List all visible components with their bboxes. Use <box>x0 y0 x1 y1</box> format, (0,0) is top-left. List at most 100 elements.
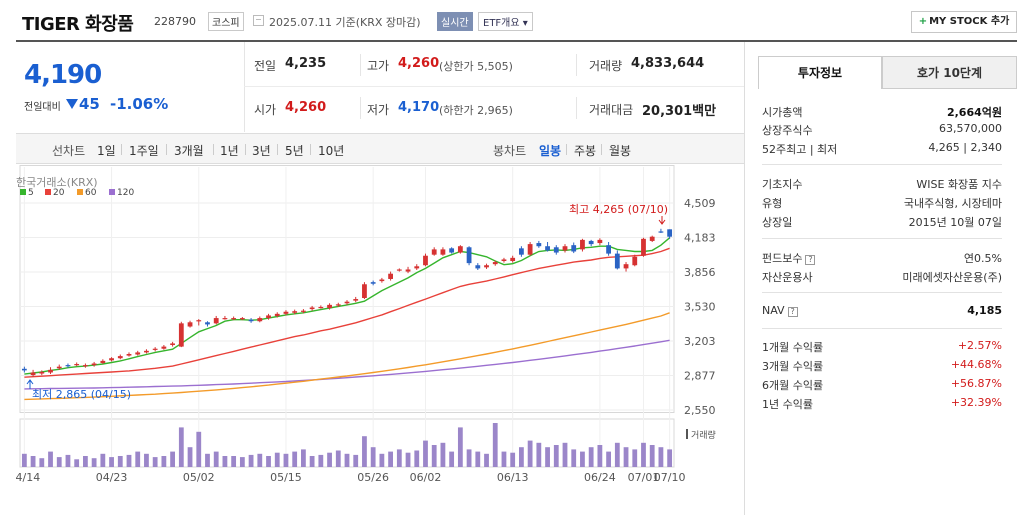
candle-body <box>466 247 472 264</box>
candle-body <box>423 255 428 266</box>
info-row-market-cap: 시가총액 2,664억원 <box>762 104 1002 120</box>
period-3m[interactable]: 3개월 <box>174 144 204 158</box>
amount-value: 20,301백만 <box>642 104 717 119</box>
divider <box>360 97 361 119</box>
upper-limit: (상한가 5,505) <box>439 60 513 73</box>
candle-body <box>74 364 80 366</box>
info-row-index: 기초지수 WISE 화장품 지수 <box>762 176 1002 192</box>
ma-line-ma120 <box>24 339 670 390</box>
volume-bar <box>466 449 472 467</box>
etf-name: TIGER 화장품 <box>22 14 134 35</box>
volume-bar <box>283 453 289 467</box>
candle-body <box>545 246 550 251</box>
period-1w[interactable]: 1주일 <box>129 144 159 158</box>
market-cap-value: 2,664억원 <box>946 106 1002 119</box>
volume-bar <box>257 453 263 467</box>
etf-overview-dropdown[interactable]: ETF개요 ▾ <box>478 12 533 31</box>
candle-body <box>431 249 437 255</box>
y-tick-label: 3,203 <box>684 335 716 348</box>
volume-bar <box>39 458 45 467</box>
volume-bar <box>588 447 594 467</box>
x-tick-label: 04/23 <box>96 471 128 484</box>
volume-bar <box>187 447 193 467</box>
x-tick-label: 06/13 <box>497 471 529 484</box>
candle-daily[interactable]: 일봉 <box>539 144 562 158</box>
volume-bar <box>449 451 455 467</box>
volume-bar <box>571 449 577 467</box>
low-label: 저가 <box>367 103 390 117</box>
manager-label: 자산운용사 <box>762 271 813 284</box>
info-row-nav: NAV? 4,185 <box>762 304 1002 320</box>
volume-label: 거래량 <box>691 429 716 441</box>
candle-body <box>353 299 359 301</box>
candle-body <box>614 253 620 269</box>
candle-body <box>519 248 524 255</box>
low-annotation: 최저 2,865 (04/15) <box>32 388 131 401</box>
help-icon[interactable]: ? <box>805 255 816 265</box>
period-1y[interactable]: 1년 <box>220 144 239 158</box>
candle-body <box>248 319 254 322</box>
x-tick-label: 05/15 <box>270 471 302 484</box>
candle-body <box>170 343 175 346</box>
info-row-return-1m: 1개월 수익률 +2.57% <box>762 339 1002 355</box>
price-chart[interactable]: 4,509 4,183 3,856 3,530 3,203 2,877 2,550 04/14… <box>16 165 744 515</box>
candle-body <box>492 262 498 265</box>
volume-bar <box>580 451 585 467</box>
volume-bar <box>370 447 376 467</box>
market-badge: 코스피 <box>208 12 244 31</box>
period-10y[interactable]: 10년 <box>318 144 345 158</box>
candle-body <box>231 318 237 320</box>
volume-bar <box>667 449 673 467</box>
candle-body <box>370 282 376 284</box>
manager-value: 미래에셋자산운용(주) <box>902 271 1002 284</box>
high-label: 고가 <box>367 59 390 73</box>
price-summary: 4,190 전일대비 45 -1.06% <box>16 42 244 132</box>
tab-invest-info[interactable]: 투자정보 <box>758 56 882 89</box>
candle-body <box>362 284 367 298</box>
info-row-return-3m: 3개월 수익률 +44.68% <box>762 358 1002 374</box>
candle-body <box>117 356 123 359</box>
volume-bar <box>144 453 149 467</box>
market-cap-label: 시가총액 <box>762 106 803 119</box>
volume-bar <box>213 451 219 467</box>
period-5y[interactable]: 5년 <box>285 144 304 158</box>
candle-body <box>484 265 489 268</box>
candle-body <box>580 239 585 250</box>
index-value: WISE 화장품 지수 <box>916 178 1002 191</box>
nav-value: 4,185 <box>967 304 1002 317</box>
candle-monthly[interactable]: 월봉 <box>609 144 632 158</box>
week52-label: 52주최고 | 최저 <box>762 143 838 156</box>
volume-bar <box>109 457 114 467</box>
y-tick-label: 3,856 <box>684 266 716 279</box>
divider <box>166 144 167 155</box>
x-tick-label: 07/01 <box>628 471 660 484</box>
volume-bar <box>335 450 341 467</box>
period-3y[interactable]: 3년 <box>252 144 271 158</box>
volume-bar <box>457 427 463 467</box>
fee-value: 연0.5% <box>963 252 1002 265</box>
help-icon[interactable]: ? <box>787 307 798 317</box>
type-label: 유형 <box>762 197 783 210</box>
current-price: 4,190 <box>24 60 102 90</box>
x-tick-label: 05/26 <box>357 471 389 484</box>
candle-body <box>205 322 210 325</box>
y-tick-label: 2,877 <box>684 369 716 382</box>
etf-overview-label: ETF개요 <box>483 18 520 29</box>
candle-body <box>187 322 193 327</box>
divider <box>310 144 311 155</box>
my-stock-add-button[interactable]: + MY STOCK 추가 <box>911 11 1017 33</box>
realtime-button[interactable]: 실시간 <box>437 12 473 31</box>
open-label: 시가 <box>254 103 277 117</box>
chart-source-label: 한국거래소(KRX) <box>16 176 98 189</box>
tab-hoga-10[interactable]: 호가 10단계 <box>882 56 1017 89</box>
divider <box>601 144 602 155</box>
period-1d[interactable]: 1일 <box>97 144 116 158</box>
return-3m-value: +44.68% <box>950 358 1002 371</box>
lower-limit: (하한가 2,965) <box>439 104 513 117</box>
volume-bar <box>606 451 611 467</box>
legend-label: 60 <box>85 188 97 198</box>
divider <box>762 238 1002 239</box>
candle-weekly[interactable]: 주봉 <box>574 144 597 158</box>
candle-body <box>588 240 594 245</box>
candle-body <box>301 310 306 312</box>
